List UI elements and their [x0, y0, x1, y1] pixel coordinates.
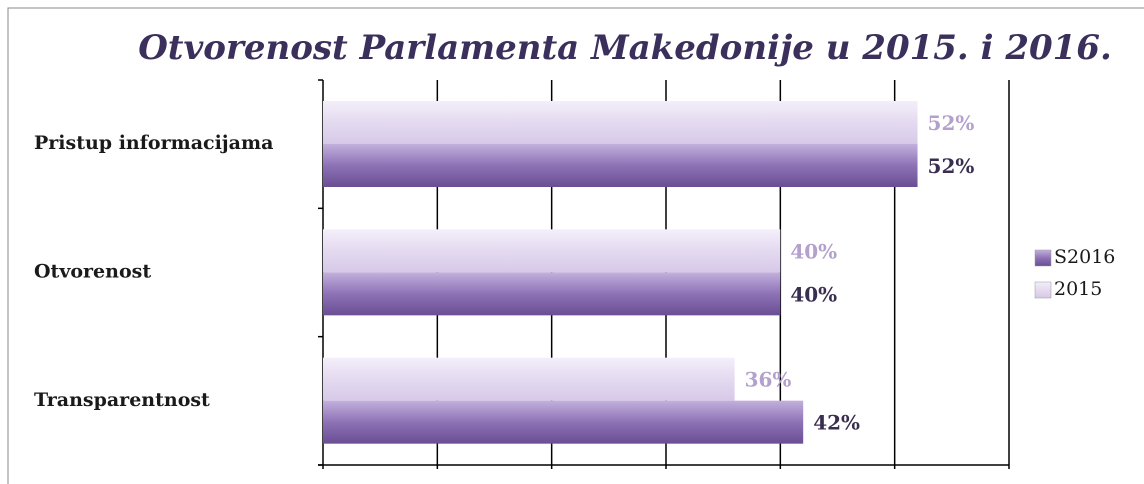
value-label: 52% — [928, 154, 975, 178]
bar — [323, 272, 781, 316]
category-label: Transparentnost — [34, 389, 210, 411]
value-label: 40% — [790, 282, 837, 306]
bar — [323, 101, 918, 144]
value-label: 40% — [790, 239, 837, 263]
category-label: Otvorenost — [34, 261, 151, 283]
bar — [323, 144, 918, 187]
category-label: Pristup informacijama — [34, 132, 273, 154]
bar — [323, 400, 804, 444]
bar — [323, 229, 781, 273]
bar — [323, 357, 735, 401]
legend-label: S2016 — [1054, 246, 1115, 268]
value-label: 42% — [813, 411, 860, 435]
chart-frame — [7, 7, 1144, 484]
chart-title: Otvorenost Parlamenta Makedonije u 2015.… — [138, 28, 1112, 68]
value-label: 52% — [928, 111, 975, 135]
value-label: 36% — [745, 368, 792, 392]
legend-label: 2015 — [1054, 278, 1102, 300]
legend-swatch — [1034, 249, 1052, 267]
legend-swatch — [1034, 281, 1052, 299]
